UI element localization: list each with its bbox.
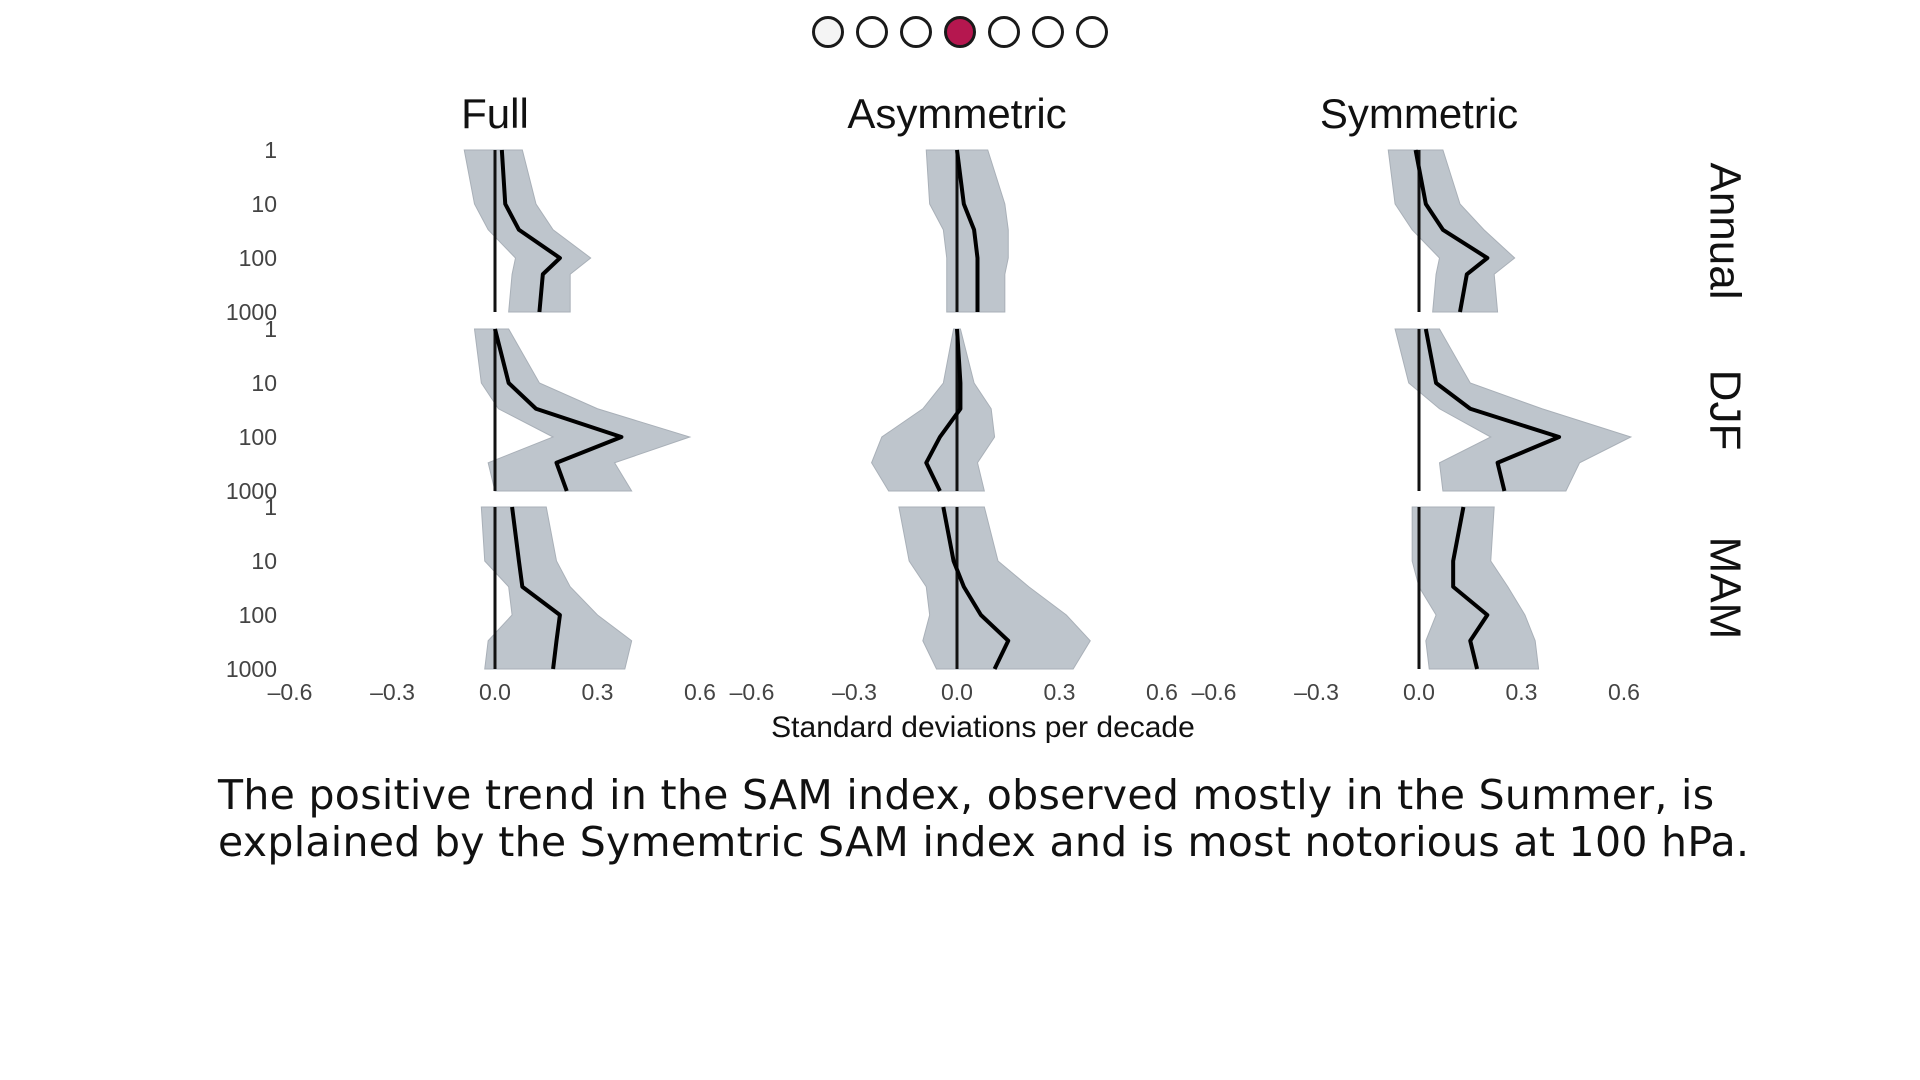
- sam-trend-chart: Full Asymmetric SymmetricAnnualDJFMAM11010…: [226, 90, 1750, 744]
- column-title-2: Symmetric: [1320, 90, 1518, 137]
- mean-trend-line: [1413, 149, 1490, 313]
- y-tick-label: 1: [264, 137, 277, 163]
- column-title-0: Full: [461, 90, 529, 137]
- confidence-band: [871, 328, 996, 492]
- panel-annual-asymmetric: [925, 149, 1009, 313]
- mean-trend-line: [941, 506, 1011, 670]
- x-tick-label: –0.6: [730, 679, 775, 705]
- x-tick-label: 0.0: [1403, 679, 1435, 705]
- x-tick-label: –0.6: [1192, 679, 1237, 705]
- x-tick-label: 0.6: [1146, 679, 1178, 705]
- y-tick-label: 100: [239, 602, 277, 628]
- confidence-band: [463, 149, 592, 313]
- y-tick-label: 100: [239, 424, 277, 450]
- confidence-band: [898, 506, 1091, 670]
- mean-trend-line: [955, 149, 980, 312]
- y-tick-label: 1000: [226, 478, 277, 504]
- column-title-1: Asymmetric: [847, 90, 1066, 137]
- y-tick-label: 10: [251, 191, 277, 217]
- panel-djf-asymmetric: [871, 328, 996, 492]
- pager-dot-3[interactable]: [900, 16, 932, 48]
- y-tick-label: 10: [251, 548, 277, 574]
- slide-caption: The positive trend in the SAM index, obs…: [218, 772, 1758, 866]
- mean-trend-line: [499, 149, 562, 313]
- pager-dot-6[interactable]: [1032, 16, 1064, 48]
- mean-trend-line: [1423, 328, 1562, 492]
- panel-djf-full: [473, 328, 692, 492]
- pager-dot-4[interactable]: [944, 16, 976, 48]
- x-tick-label: –0.3: [370, 679, 415, 705]
- y-tick-label: 1000: [226, 299, 277, 325]
- caption-line-2: explained by the Symemtric SAM index and…: [218, 818, 1750, 866]
- x-tick-label: 0.0: [479, 679, 511, 705]
- x-tick-label: 0.6: [1608, 679, 1640, 705]
- slide-pager: [0, 16, 1920, 48]
- x-tick-label: 0.3: [1506, 679, 1538, 705]
- x-axis-title: Standard deviations per decade: [771, 711, 1195, 744]
- caption-line-1: The positive trend in the SAM index, obs…: [218, 771, 1715, 819]
- row-label-2: MAM: [1700, 537, 1749, 640]
- confidence-band: [473, 328, 692, 492]
- x-tick-label: –0.3: [832, 679, 877, 705]
- row-label-0: Annual: [1700, 162, 1749, 299]
- confidence-band: [1411, 506, 1540, 670]
- x-tick-label: 0.3: [1044, 679, 1076, 705]
- x-tick-label: –0.6: [268, 679, 313, 705]
- row-label-1: DJF: [1700, 370, 1749, 451]
- panel-djf-symmetric: [1394, 328, 1633, 492]
- mean-trend-line: [924, 328, 963, 492]
- pager-dot-5[interactable]: [988, 16, 1020, 48]
- x-tick-label: 0.0: [941, 679, 973, 705]
- panel-mam-full: [480, 506, 633, 670]
- mean-trend-line: [493, 328, 624, 492]
- pager-dot-2[interactable]: [856, 16, 888, 48]
- x-tick-label: 0.3: [582, 679, 614, 705]
- panel-annual-symmetric: [1387, 149, 1516, 313]
- confidence-band: [925, 149, 1009, 313]
- y-tick-label: 1: [264, 494, 277, 520]
- y-tick-label: 1: [264, 316, 277, 342]
- pager-dot-1[interactable]: [812, 16, 844, 48]
- panel-mam-asymmetric: [898, 506, 1091, 670]
- x-tick-label: –0.3: [1294, 679, 1339, 705]
- x-tick-label: 0.6: [684, 679, 716, 705]
- pager-dot-7[interactable]: [1076, 16, 1108, 48]
- confidence-band: [1394, 328, 1633, 492]
- y-tick-label: 10: [251, 370, 277, 396]
- y-tick-label: 100: [239, 245, 277, 271]
- mean-trend-line: [510, 506, 562, 670]
- y-tick-label: 1000: [226, 656, 277, 682]
- panel-mam-symmetric: [1411, 506, 1540, 670]
- panel-annual-full: [463, 149, 592, 313]
- confidence-band: [1387, 149, 1516, 313]
- mean-trend-line: [1451, 506, 1490, 670]
